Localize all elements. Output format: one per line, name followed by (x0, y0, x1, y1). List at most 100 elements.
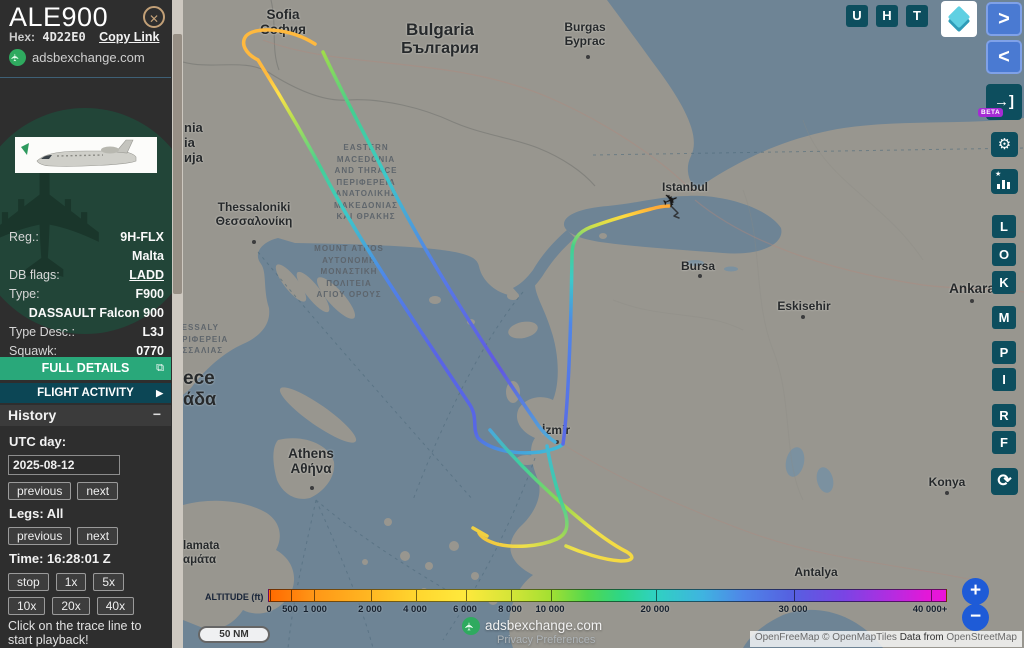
legend-tick: 1 000 (303, 604, 327, 615)
map-brand-text: adsbexchange.com (485, 618, 603, 633)
chevron-right-small-icon: ▶ (156, 388, 163, 398)
field-squawk: Squawk: 0770 (9, 344, 164, 358)
legs-label: Legs: All (9, 506, 64, 521)
toggle-k-button[interactable]: K (992, 271, 1016, 294)
city-dot (970, 299, 974, 303)
sidebar-expand-button[interactable]: < (986, 40, 1022, 74)
zoom-out-button[interactable]: − (962, 604, 989, 631)
speed-10x-button[interactable]: 10x (8, 597, 46, 615)
time-label: Time: 16:28:01 Z (9, 551, 111, 566)
toggle-o-button[interactable]: O (992, 243, 1016, 266)
flight-trail[interactable] (183, 0, 1024, 648)
brand-row[interactable]: ✈ adsbexchange.com (9, 49, 145, 66)
copy-link[interactable]: Copy Link (99, 30, 160, 44)
toggle-r-button[interactable]: R (992, 404, 1016, 427)
brand-text: adsbexchange.com (32, 50, 145, 65)
toggle-f-button[interactable]: F (992, 431, 1016, 454)
field-reg: Reg.: 9H-FLX (9, 230, 164, 244)
city-dot (698, 274, 702, 278)
field-type: Type: F900 (9, 287, 164, 301)
zoom-in-button[interactable]: + (962, 578, 989, 605)
falcon900-photo-graphic (15, 137, 157, 173)
adsbexchange-logo-icon: ✈ (462, 617, 480, 635)
altitude-legend-label: ALTITUDE (ft) (205, 592, 264, 602)
stats-button[interactable]: ★ (991, 169, 1018, 194)
next-leg-button[interactable]: next (77, 527, 119, 545)
toggle-l-button[interactable]: L (992, 215, 1016, 238)
stop-button[interactable]: stop (8, 573, 49, 591)
history-title: History (8, 407, 57, 423)
speed-1x-button[interactable]: 1x (55, 573, 87, 591)
openstreetmap-link[interactable]: OpenStreetMap (946, 632, 1017, 643)
clipped-label-fragment: ia (184, 135, 195, 150)
previous-leg-button[interactable]: previous (8, 527, 72, 545)
utc-day-label: UTC day: (9, 434, 67, 449)
hex-value: 4D22E0 (42, 30, 86, 44)
city-dot (310, 486, 314, 490)
aircraft-photo[interactable] (15, 137, 157, 173)
scrollbar-thumb[interactable] (173, 34, 182, 294)
next-day-button[interactable]: next (77, 482, 119, 500)
clipped-label-greece-sub: άδα (183, 389, 217, 409)
speed-5x-button[interactable]: 5x (93, 573, 125, 591)
previous-day-button[interactable]: previous (8, 482, 72, 500)
toggle-u-button[interactable]: U (846, 5, 868, 27)
toggle-m-button[interactable]: M (992, 306, 1016, 329)
legend-tick: 6 000 (453, 604, 477, 615)
leg-nav-row: previous next (8, 527, 119, 545)
altitude-legend-bar (268, 589, 947, 602)
map[interactable]: EASTERN MACEDONIA AND THRACE ΠΕΡΙΦΕΡΕΙΑ ΑΝ… (183, 0, 1024, 648)
city-dot (252, 240, 256, 244)
city-dot (945, 491, 949, 495)
close-icon[interactable]: ✕ (143, 6, 165, 28)
collapse-icon[interactable]: − (152, 406, 161, 422)
layers-button[interactable] (941, 1, 977, 37)
map-attribution: OpenFreeMap © OpenMapTiles Data from Ope… (749, 631, 1022, 647)
map-scale: 50 NM (198, 626, 270, 643)
toggle-p-button[interactable]: P (992, 341, 1016, 364)
beta-badge: BETA (978, 108, 1004, 117)
aircraft-fields: Reg.: 9H-FLX Malta DB flags: LADD Type: F90… (9, 228, 164, 361)
openmaptiles-link[interactable]: OpenMapTiles (832, 632, 897, 643)
clipped-label-greece: ece (183, 368, 215, 389)
clipped-label-fragment: nia (184, 120, 203, 135)
sidebar-scrollbar[interactable] (172, 0, 183, 648)
field-country: Malta (132, 249, 164, 263)
field-dbflags: DB flags: LADD (9, 266, 164, 285)
aircraft-info-panel: ✈ ALE900 ✕ Hex: 4D22E0 Copy Link ✈ adsbe… (0, 0, 183, 648)
toggle-i-button[interactable]: I (992, 368, 1016, 391)
external-link-icon: ⧉ (156, 362, 164, 374)
replay-icon[interactable]: ⟳ (991, 468, 1018, 495)
privacy-preferences-link[interactable]: Privacy Preferences (497, 634, 596, 646)
legend-tick: 20 000 (640, 604, 670, 615)
toggle-t-button[interactable]: T (906, 5, 928, 27)
city-dot (555, 440, 559, 444)
hex-row: Hex: 4D22E0 Copy Link (9, 30, 159, 44)
flight-activity-button[interactable]: FLIGHT ACTIVITY ▶ (0, 383, 171, 403)
ladd-link[interactable]: LADD (129, 268, 164, 282)
legend-tick: 500 (282, 604, 298, 615)
day-nav-row: previous next (8, 482, 119, 500)
utc-date-input[interactable] (8, 455, 120, 475)
legend-tick: 30 000 (778, 604, 808, 615)
map-base-layer (183, 0, 1024, 648)
full-details-button[interactable]: FULL DETAILS ⧉ (0, 357, 171, 380)
bar-chart-icon: ★ (991, 169, 1018, 194)
hex-label: Hex: (9, 30, 36, 44)
settings-gear-icon[interactable]: ⚙ (991, 132, 1018, 157)
openfreemap-link[interactable]: OpenFreeMap (754, 632, 820, 643)
clipped-label-fragment: ија (184, 150, 203, 165)
speed-40x-button[interactable]: 40x (96, 597, 135, 615)
callsign-title: ALE900 (9, 2, 109, 32)
legend-tick: 0 (266, 604, 272, 615)
legend-tick: 10 000 (535, 604, 565, 615)
adsbexchange-logo-icon: ✈ (9, 49, 26, 66)
divider (0, 77, 171, 78)
toggle-h-button[interactable]: H (876, 5, 898, 27)
sidebar-collapse-button[interactable]: > (986, 2, 1022, 36)
city-dot (801, 315, 805, 319)
speed-20x-button[interactable]: 20x (52, 597, 90, 615)
history-header: History − (0, 405, 171, 426)
legend-tick: 2 000 (358, 604, 382, 615)
